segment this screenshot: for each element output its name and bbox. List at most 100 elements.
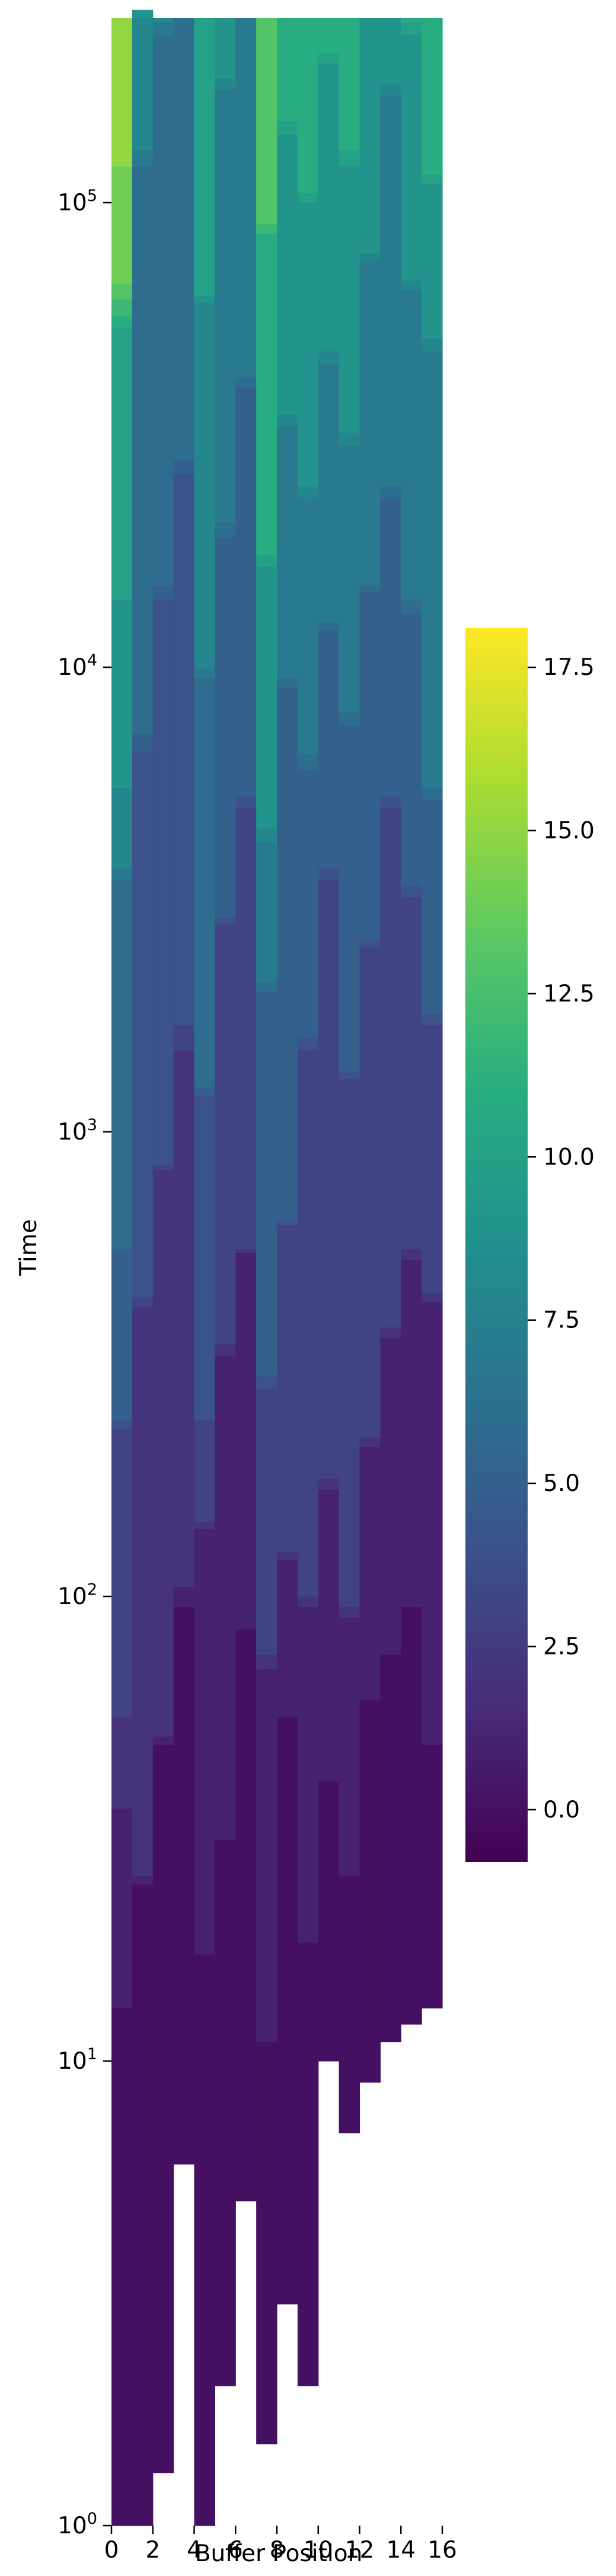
- heatmap-cell: [277, 1225, 298, 1552]
- heatmap-cell: [256, 223, 277, 233]
- heatmap-cell: [422, 1302, 443, 1745]
- heatmap-cell: [152, 21, 174, 35]
- heatmap-cell: [173, 474, 195, 1025]
- heatmap-cell: [215, 18, 236, 79]
- heatmap-cell: [256, 566, 277, 829]
- heatmap-cell: [132, 751, 154, 1298]
- heatmap-cell: [297, 193, 319, 203]
- heatmap-cell: [173, 18, 195, 460]
- y-tick-label: 105: [58, 187, 97, 216]
- colorbar-tick-label: 17.5: [543, 654, 595, 681]
- heatmap-cell: [111, 1428, 133, 1718]
- heatmap-cell: [380, 1327, 401, 1339]
- heatmap-cell: [111, 165, 133, 284]
- heatmap-cell: [401, 280, 422, 290]
- heatmap-cell: [194, 1095, 215, 1420]
- heatmap-cell: [111, 2008, 133, 2526]
- heatmap-cell: [235, 1252, 257, 1630]
- colorbar-tick-label: 10.0: [543, 1144, 595, 1170]
- heatmap-cell: [111, 788, 133, 869]
- colorbar-tick-label: 2.5: [543, 1633, 580, 1660]
- heatmap-cell: [277, 688, 298, 1220]
- heatmap-cell: [422, 338, 443, 351]
- heatmap-cell: [173, 1025, 195, 1051]
- heatmap-cell: [111, 1249, 133, 1420]
- heatmap-cell: [318, 1477, 340, 1490]
- heatmap-cell: [256, 991, 277, 1375]
- heatmap-cell: [277, 120, 298, 136]
- heatmap-cell: [318, 53, 340, 63]
- heatmap-cell: [380, 1337, 401, 1655]
- heatmap-cell: [339, 1876, 360, 2134]
- heatmap-cells: [111, 9, 443, 2526]
- heatmap-cell: [318, 1489, 340, 1782]
- heatmap-cell: [132, 18, 154, 151]
- heatmap-cell: [422, 350, 443, 789]
- colorbar-tick-label: 5.0: [543, 1470, 580, 1497]
- heatmap-cell: [297, 499, 319, 755]
- heatmap-cell: [297, 1036, 319, 1051]
- heatmap-cell: [256, 828, 277, 843]
- heatmap-cell: [318, 363, 340, 623]
- heatmap-cell: [173, 1607, 195, 2165]
- heatmap-cell: [256, 1374, 277, 1390]
- heatmap-cell: [277, 1551, 298, 1560]
- heatmap-cell: [152, 1169, 174, 1737]
- x-tick-label: 14: [386, 2537, 416, 2564]
- heatmap-cell: [173, 1586, 195, 1608]
- colorbar-tick-label: 7.5: [543, 1307, 580, 1334]
- heatmap-cell: [422, 788, 443, 800]
- heatmap-cell: [194, 667, 215, 679]
- colorbar-tick-label: 15.0: [543, 817, 595, 844]
- heatmap-cell: [256, 2041, 277, 2444]
- x-tick-label: 8: [270, 2537, 285, 2564]
- heatmap-cell: [339, 1071, 360, 1080]
- heatmap-cell: [194, 1087, 215, 1096]
- heatmap-cell: [111, 868, 133, 880]
- heatmap-cell: [152, 34, 174, 586]
- colorbar-ticks: 0.0 2.5 5.0 7.5 10.0 12.5 15.0 17.5: [528, 654, 595, 1823]
- heatmap-cell: [111, 18, 133, 167]
- heatmap-cell: [215, 1355, 236, 1840]
- heatmap-cell: [215, 78, 236, 91]
- heatmap-cell: [297, 202, 319, 487]
- heatmap-cell: [339, 712, 360, 726]
- heatmap-cell: [194, 1954, 215, 2526]
- heatmap-cell: [297, 754, 319, 771]
- heatmap-cell: [339, 165, 360, 433]
- heatmap-cell: [111, 1717, 133, 1809]
- heatmap-cell: [422, 1025, 443, 1294]
- colorbar-tick-label: 12.5: [543, 981, 595, 1007]
- heatmap-cell: [318, 350, 340, 364]
- heatmap-cell: [339, 445, 360, 713]
- heatmap-cell: [318, 630, 340, 869]
- x-tick-label: 10: [304, 2537, 333, 2564]
- heatmap-cell: [256, 1388, 277, 1655]
- heatmap-cell: [111, 316, 133, 328]
- heatmap-cell: [173, 1049, 195, 1587]
- heatmap-cell: [359, 592, 381, 940]
- x-axis-label: Buffer Position: [195, 2540, 363, 2567]
- heatmap-cell: [235, 18, 257, 378]
- heatmap-cell: [194, 1521, 215, 1529]
- heatmap-cell: [111, 1419, 133, 1429]
- x-tick-label: 16: [427, 2537, 457, 2564]
- heatmap-cell: [277, 1559, 298, 1718]
- heatmap-cell: [422, 799, 443, 1014]
- heatmap-cell: [380, 486, 401, 500]
- heatmap-cell: [359, 252, 381, 261]
- heatmap-cell: [152, 1164, 174, 1170]
- heatmap-cell: [297, 1596, 319, 1608]
- heatmap-cell: [277, 1717, 298, 2305]
- heatmap-cell: [359, 1699, 381, 2083]
- heatmap-cell: [132, 1297, 154, 1307]
- heatmap-cell: [422, 18, 443, 175]
- heatmap-cell: [422, 174, 443, 184]
- y-tick-label: 103: [58, 1116, 97, 1145]
- heatmap-cell: [359, 18, 381, 254]
- heatmap-cell: [194, 302, 215, 668]
- heatmap-cell: [359, 1437, 381, 1447]
- heatmap-cell: [380, 95, 401, 487]
- heatmap-cell: [277, 135, 298, 415]
